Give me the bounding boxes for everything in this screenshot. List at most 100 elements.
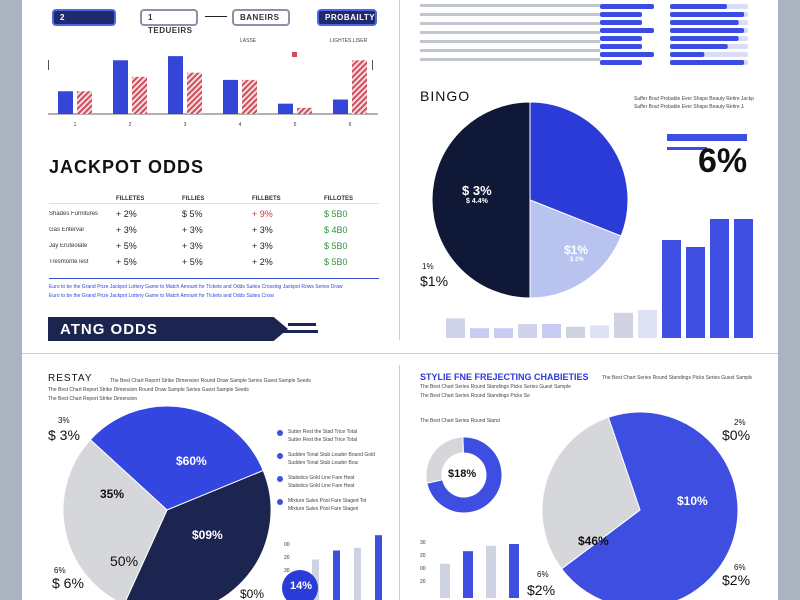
tick-label: 1 <box>74 122 77 128</box>
text-line <box>420 40 600 43</box>
legend-text: Statistics Gold Line Fare Heat <box>288 475 355 481</box>
badge-circle <box>282 570 318 600</box>
bottom-left-title: RESTAY <box>48 373 93 384</box>
pie-slice <box>529 199 622 299</box>
divider-horizontal <box>22 353 778 354</box>
bar-red-5 <box>297 107 312 114</box>
bingo-bar-2 <box>494 328 513 338</box>
column-header: FILLETES <box>116 196 145 202</box>
bar-red-6 <box>352 60 367 114</box>
table-cell: + 3% <box>252 241 273 251</box>
bingo-bar-7 <box>614 312 633 338</box>
row-label: Tresmonte lest <box>49 259 89 265</box>
bar-blue-4 <box>223 79 238 114</box>
axis-label: 20 <box>420 579 426 585</box>
pie-slice <box>125 469 272 600</box>
small-bar-2 <box>486 545 496 598</box>
tick-label: 6 <box>349 122 352 128</box>
text-line <box>420 4 600 7</box>
bottom-left-slice-4: 50% <box>110 553 139 569</box>
table-rule <box>49 203 379 204</box>
bingo-bar-0 <box>446 318 465 338</box>
legend-dot <box>277 476 283 482</box>
table-cell: + 5% <box>182 257 203 267</box>
text-line <box>420 22 600 25</box>
bingo-bar-12 <box>734 219 753 338</box>
chart-header-left: LASSE <box>240 38 257 44</box>
bingo-note-2: Suffer Bout Probable Ever Shape Beauty R… <box>634 104 744 110</box>
bingo-pie-sub: $ 4.4% <box>466 198 488 205</box>
bingo-small-pct: 1% <box>422 262 434 271</box>
bar-red-3 <box>187 72 202 114</box>
axis-label: 00 <box>284 542 290 548</box>
bar-red-4 <box>242 79 257 114</box>
progress-fill <box>670 52 705 57</box>
table-cell: + 2% <box>252 257 273 267</box>
bingo-bar-5 <box>566 326 585 338</box>
table-cell: $ 4B0 <box>324 225 348 235</box>
bottom-left-top-pct: $ 3% <box>48 427 80 443</box>
bar-blue-2 <box>113 60 128 114</box>
bingo-pie-chart <box>431 101 629 299</box>
tab-baneirs[interactable]: BANEIRS <box>232 9 290 26</box>
text-line <box>420 13 600 16</box>
bingo-side-pct: $1% <box>420 273 449 289</box>
axis-label: 20 <box>284 555 290 561</box>
bottom-left-para-2: The Best Chart Report Strike Dimension R… <box>48 387 249 393</box>
tab-presatting[interactable]: 2 PRESATTNG <box>52 9 116 35</box>
progress-fill-left <box>600 28 654 33</box>
legend-text-2: Mixture Sales Pool Fare Staged Tot <box>288 506 358 512</box>
legend-text-2: Sudden Tonal Stub Leader Bound Gold <box>288 460 358 466</box>
bar-blue-5 <box>278 103 293 114</box>
bottom-right-slice-2: $46% <box>578 534 609 548</box>
tick-label: 3 <box>184 122 187 128</box>
pie-slice <box>529 101 629 237</box>
progress-fill <box>670 36 739 41</box>
pie-slice <box>425 436 464 484</box>
tab-tedueirs[interactable]: 1 TEDUEIRS <box>140 9 198 35</box>
tick-label: 5 <box>294 122 297 128</box>
text-line <box>420 49 600 52</box>
small-bar-3 <box>509 544 519 598</box>
table-cell: + 3% <box>252 225 273 235</box>
bottom-left-small-pct: 3% <box>58 416 70 425</box>
bingo-bar-4 <box>542 324 561 338</box>
banner-stripe <box>288 323 316 326</box>
table-cell: + 5% <box>116 257 137 267</box>
progress-fill-left <box>600 20 642 25</box>
legend-text: Sutter Rest the Stad Trice Total <box>288 429 358 435</box>
jackpot-title: JACKPOT ODDS <box>49 157 205 177</box>
progress-fill-left <box>600 60 642 65</box>
bottom-right-donut-chart <box>425 436 503 514</box>
pie-slice <box>62 439 168 600</box>
legend-dot <box>277 453 283 459</box>
small-bar-1 <box>333 550 340 600</box>
table-cell: + 3% <box>116 225 137 235</box>
table-cell: $ 5% <box>182 209 203 219</box>
small-bar-2 <box>354 547 361 600</box>
bingo-bar-1 <box>470 328 489 338</box>
bottom-right-bar-chart: 30 20 00 20 <box>420 540 519 598</box>
small-bar-3 <box>375 535 382 600</box>
axis-label: 20 <box>420 553 426 559</box>
accent-bar-2 <box>667 147 707 150</box>
tick-label: 4 <box>239 122 242 128</box>
table-cell: $ 5B0 <box>324 257 348 267</box>
divider-vertical-top <box>399 0 400 340</box>
progress-fill-left <box>600 44 642 49</box>
chart-header-right: LIGHTES LISER <box>330 38 368 44</box>
bottom-left-bottom-small: 6% <box>54 566 66 575</box>
legend-text: Sudden Tonal Stub Leader Bound Gold <box>288 452 375 458</box>
axis-label: 30 <box>284 568 290 574</box>
progress-bar-list <box>600 4 748 65</box>
progress-fill-left <box>600 52 654 57</box>
table-cell: $ 5B0 <box>324 241 348 251</box>
banner-stripe-2 <box>280 330 318 333</box>
bottom-right-para: The Best Chart Series Round Standings Pi… <box>602 375 752 381</box>
legend-dot <box>277 430 283 436</box>
bingo-note: Suffer Bout Probable Ever Shape Beauty R… <box>634 96 754 102</box>
tab-probailty[interactable]: PROBAILTY <box>317 9 377 26</box>
bingo-bar-8 <box>638 310 657 338</box>
bottom-right-title: STYLIE FNE FREJECTING CHABIETIES <box>420 372 589 382</box>
bottom-left-para: The Best Chart Report Strike Dimension R… <box>110 378 311 384</box>
